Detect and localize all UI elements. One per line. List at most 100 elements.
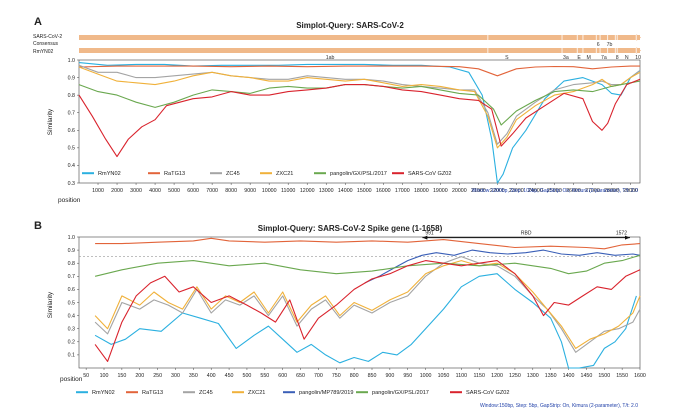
x-tick-label: 11000 — [281, 188, 295, 194]
panel-a-method-note: Window:1000bp, Step: 100bp, GapStrip: On… — [472, 188, 639, 194]
genome-bar-rmyn02 — [79, 48, 640, 53]
legend-label-sars-cov-gz02: SARS-CoV GZ02 — [466, 390, 510, 396]
x-tick-label: 700 — [314, 373, 323, 379]
series-line-sars-cov-gz02 — [78, 78, 641, 158]
x-tick-label: 16000 — [376, 188, 391, 194]
panel-a-letter: A — [34, 16, 42, 28]
legend-label-sars-cov-gz02: SARS-CoV GZ02 — [408, 171, 452, 177]
x-tick-label: 1100 — [456, 373, 467, 379]
gene-label-7a: 7a — [601, 55, 607, 61]
panel-a-xlabel: position — [58, 197, 81, 204]
x-tick-label: 300 — [171, 373, 180, 379]
panel-a: A Simplot-Query: SARS-CoV-2 SARS-CoV-2 C… — [33, 16, 641, 204]
x-tick-label: 29000 — [623, 188, 638, 194]
x-tick-label: 18000 — [414, 188, 429, 194]
x-tick-label: 150 — [117, 373, 126, 379]
x-tick-label: 8000 — [225, 188, 237, 194]
x-tick-label: 1450 — [581, 373, 593, 379]
panel-b-legend: RmYN02 RaTG13 ZC45 ZXC21 pangolin/MP789/2019… — [76, 390, 510, 396]
x-tick-label: 1400 — [563, 373, 575, 379]
series-line-pangolin-mp789-2019 — [364, 249, 641, 284]
y-tick-label: 0.5 — [68, 300, 75, 306]
x-tick-label: 1350 — [545, 373, 557, 379]
x-tick-label: 250 — [153, 373, 162, 379]
x-tick-label: 9000 — [244, 188, 256, 194]
x-tick-label: 21000 — [471, 188, 486, 194]
rbd-arrow-left — [422, 235, 428, 240]
x-tick-label: 600 — [278, 373, 287, 379]
x-tick-label: 500 — [243, 373, 252, 379]
x-tick-label: 550 — [260, 373, 269, 379]
rbd-annotation: 991 RBD 1572 — [422, 231, 630, 240]
x-tick-label: 24000 — [528, 188, 543, 194]
x-tick-label: 800 — [350, 373, 359, 379]
y-tick-label: 0.5 — [68, 146, 75, 152]
legend-label-pangolin-gx-psl-2017: pangolin/GX/PSL/2017 — [330, 171, 387, 177]
x-tick-label: 350 — [189, 373, 198, 379]
gene-label-s: S — [505, 55, 509, 61]
x-tick-label: 28000 — [604, 188, 619, 194]
x-tick-label: 100 — [100, 373, 109, 379]
genome-map — [79, 34, 641, 54]
y-tick-label: 1.0 — [68, 58, 75, 64]
x-tick-label: 400 — [207, 373, 216, 379]
series-line-rmyn02 — [78, 62, 641, 184]
x-tick-label: 650 — [296, 373, 305, 379]
panel-a-ylabel: Similarity — [47, 108, 54, 135]
x-tick-label: 22000 — [490, 188, 505, 194]
y-tick-label: 0.6 — [68, 128, 75, 134]
x-tick-label: 19000 — [433, 188, 448, 194]
gene-labels: 1ab S 3a E M 6 7a 7b 8 N 10 — [326, 42, 641, 61]
x-tick-label: 10000 — [262, 188, 277, 194]
series-line-ratg13 — [78, 65, 640, 77]
series-line-zxc21 — [78, 66, 641, 149]
rbd-start-label: 991 — [425, 231, 434, 237]
legend-label-zc45: ZC45 — [199, 390, 213, 396]
genome-row-label-consensus-2: Consensus — [33, 41, 59, 47]
x-tick-label: 1000 — [420, 373, 432, 379]
x-tick-label: 3000 — [130, 188, 142, 194]
y-tick-label: 0.8 — [68, 93, 75, 99]
gene-label-1ab: 1ab — [326, 55, 335, 61]
rbd-label: RBD — [521, 231, 532, 237]
gene-label-m: M — [586, 55, 590, 61]
y-tick-label: 0.3 — [68, 327, 75, 333]
panel-a-y-ticks: 1.0 0.9 0.8 0.7 0.6 0.5 0.4 0.3 — [68, 58, 79, 187]
x-tick-label: 1150 — [474, 373, 485, 379]
panel-a-plot-area — [78, 59, 641, 184]
panel-b: B Simplot-Query: SARS-CoV-2 Spike gene (… — [34, 220, 646, 409]
gene-label-8: 8 — [616, 55, 619, 61]
series-line-ratg13 — [95, 237, 641, 250]
series-line-zc45 — [94, 256, 641, 353]
x-tick-label: 14000 — [338, 188, 353, 194]
genome-row-label-rmyn02: RmYN02 — [33, 49, 54, 55]
x-tick-label: 17000 — [395, 188, 410, 194]
legend-label-pangolin-gx-psl-2017: pangolin/GX/PSL/2017 — [372, 390, 429, 396]
x-tick-label: 15000 — [357, 188, 372, 194]
x-tick-label: 25000 — [547, 188, 562, 194]
x-tick-label: 4000 — [149, 188, 161, 194]
panel-a-x-ticks: 1000 2000 3000 4000 5000 6000 7000 8000 9000 1000… — [92, 183, 638, 194]
y-tick-label: 0.4 — [68, 313, 75, 319]
series-line-sars-cov-gz02 — [94, 260, 641, 362]
x-tick-label: 1550 — [616, 373, 628, 379]
genome-arrow-consensus — [636, 34, 641, 41]
genome-bar-consensus — [79, 35, 640, 40]
x-tick-label: 450 — [225, 373, 234, 379]
gene-label-7b: 7b — [607, 42, 613, 48]
x-tick-label: 12000 — [300, 188, 315, 194]
legend-label-ratg13: RaTG13 — [142, 390, 163, 396]
x-tick-label: 50 — [83, 373, 89, 379]
panel-a-title: Simplot-Query: SARS-CoV-2 — [296, 21, 404, 30]
panel-b-ylabel: Similarity — [47, 291, 54, 318]
panel-b-method-note: Window:150bp, Step: 5bp, GapStrip: On, K… — [480, 403, 638, 409]
rbd-arrow-right — [624, 235, 630, 240]
x-tick-label: 200 — [135, 373, 144, 379]
x-tick-label: 1000 — [92, 188, 104, 194]
gene-label-n: N — [625, 55, 629, 61]
x-tick-label: 750 — [332, 373, 341, 379]
legend-label-pangolin-mp789-2019: pangolin/MP789/2019 — [299, 390, 353, 396]
legend-label-rmyn02: RmYN02 — [98, 171, 121, 177]
panel-b-title: Simplot-Query: SARS-CoV-2 Spike gene (1-… — [258, 224, 443, 233]
series-line-rmyn02 — [94, 273, 637, 369]
